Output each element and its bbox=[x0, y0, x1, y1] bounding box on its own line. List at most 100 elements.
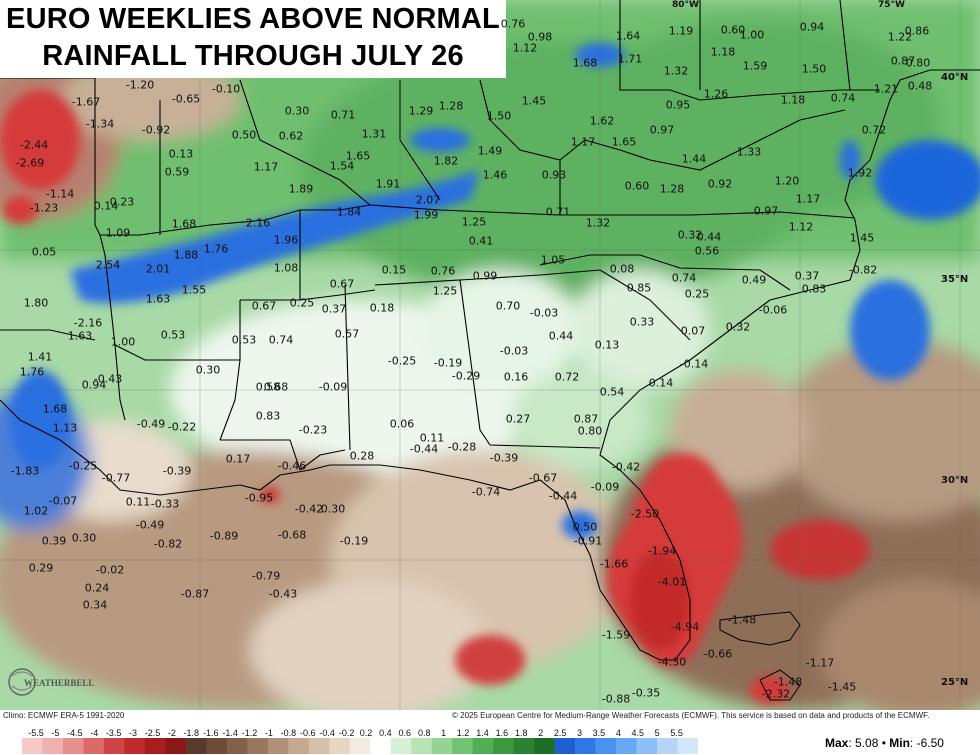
value-label: 0.06 bbox=[389, 417, 415, 431]
value-label: -0.65 bbox=[171, 92, 201, 106]
value-label: 0.14 bbox=[93, 199, 119, 213]
value-label: 0.87 bbox=[573, 412, 599, 426]
value-label: 0.87 bbox=[890, 54, 916, 68]
value-label: 0.83 bbox=[801, 282, 827, 296]
value-label: 1.91 bbox=[375, 177, 401, 191]
legend-swatch bbox=[616, 738, 637, 754]
legend-swatch bbox=[83, 738, 105, 754]
value-label: 1.92 bbox=[847, 166, 873, 180]
value-label: 1.41 bbox=[27, 350, 53, 364]
value-label: 0.30 bbox=[195, 363, 221, 377]
legend-swatch bbox=[390, 738, 412, 754]
legend-swatch bbox=[452, 738, 473, 754]
value-label: 0.50 bbox=[572, 520, 598, 534]
value-label: 1.17 bbox=[253, 160, 279, 174]
legend-tick-label: -1.8 bbox=[183, 728, 200, 738]
value-label: 1.32 bbox=[663, 64, 689, 78]
legend-swatch bbox=[22, 738, 43, 754]
value-label: 0.62 bbox=[278, 129, 304, 143]
value-label: -0.22 bbox=[167, 420, 197, 434]
legend-swatch bbox=[636, 738, 658, 754]
value-label: 1.84 bbox=[336, 205, 362, 219]
value-label: 1.76 bbox=[19, 365, 45, 379]
value-label: -0.82 bbox=[153, 537, 183, 551]
value-label: -0.09 bbox=[590, 480, 620, 494]
legend-swatch bbox=[226, 738, 248, 754]
legend-swatch bbox=[534, 738, 555, 754]
value-label: 0.11 bbox=[125, 495, 151, 509]
value-label: -0.92 bbox=[141, 123, 171, 137]
value-label: -0.49 bbox=[136, 417, 166, 431]
value-label: -0.19 bbox=[339, 534, 369, 548]
value-label: 0.83 bbox=[255, 409, 281, 423]
value-label: -1.45 bbox=[827, 680, 857, 694]
value-label: -0.28 bbox=[447, 440, 477, 454]
legend-swatch bbox=[267, 738, 289, 754]
legend-tick-label: 3 bbox=[577, 728, 583, 738]
value-label: 1.18 bbox=[780, 93, 806, 107]
value-label: 1.65 bbox=[611, 135, 637, 149]
value-label: -1.67 bbox=[71, 95, 101, 109]
legend-tick-label: 1.6 bbox=[495, 728, 509, 738]
value-label: 1.13 bbox=[52, 421, 78, 435]
stats-separator: • bbox=[878, 736, 890, 750]
value-label: 1.71 bbox=[617, 52, 643, 66]
value-label: 0.41 bbox=[468, 234, 494, 248]
value-label: 0.37 bbox=[794, 269, 820, 283]
legend-tick-label: -1 bbox=[264, 728, 273, 738]
value-label: -2.44 bbox=[19, 138, 49, 152]
max-label: Max bbox=[825, 736, 849, 750]
value-label: -1.59 bbox=[601, 628, 631, 642]
value-label: -0.35 bbox=[631, 686, 661, 700]
legend-swatch bbox=[288, 738, 310, 754]
value-label: 0.70 bbox=[495, 299, 521, 313]
lat-label-40: 40°N bbox=[941, 72, 969, 83]
value-label: 1.50 bbox=[486, 109, 512, 123]
title-box: EURO WEEKLIES ABOVE NORMAL RAINFALL THRO… bbox=[0, 0, 506, 78]
value-label: -2.16 bbox=[73, 316, 103, 330]
value-label: -1.34 bbox=[85, 117, 115, 131]
value-label: 0.30 bbox=[320, 502, 346, 516]
value-label: 0.34 bbox=[82, 598, 108, 612]
value-label: 1.31 bbox=[361, 127, 387, 141]
value-label: 1.68 bbox=[572, 56, 598, 70]
legend-tick-label: -4 bbox=[90, 728, 99, 738]
value-label: 2.01 bbox=[145, 262, 171, 276]
value-label: -0.39 bbox=[489, 451, 519, 465]
value-label: 1.19 bbox=[668, 24, 694, 38]
value-label: 1.54 bbox=[329, 159, 355, 173]
value-label: 0.27 bbox=[505, 412, 531, 426]
legend-tick-label: -5.5 bbox=[28, 728, 44, 738]
max-min-stats: Max: 5.08 • Min: -6.50 bbox=[825, 736, 944, 750]
value-label: 0.95 bbox=[665, 98, 691, 112]
value-label: -0.79 bbox=[251, 569, 281, 583]
value-label: 0.17 bbox=[225, 452, 251, 466]
value-label: 0.94 bbox=[799, 20, 825, 34]
value-label: 0.23 bbox=[109, 195, 135, 209]
value-label: -0.39 bbox=[162, 464, 192, 478]
value-label: 0.13 bbox=[168, 147, 194, 161]
title-line-2: RAINFALL THROUGH JULY 26 bbox=[42, 40, 464, 72]
min-value: : -6.50 bbox=[909, 736, 944, 750]
legend-swatch bbox=[247, 738, 269, 754]
legend-swatch bbox=[657, 738, 678, 754]
value-label: 1.63 bbox=[145, 292, 171, 306]
value-label: -0.23 bbox=[298, 423, 328, 437]
value-label: 0.44 bbox=[696, 230, 722, 244]
value-label: 1.62 bbox=[589, 114, 615, 128]
value-label: 0.74 bbox=[268, 333, 294, 347]
value-label: -0.07 bbox=[48, 494, 78, 508]
value-label: -2.32 bbox=[761, 687, 791, 701]
value-label: 0.72 bbox=[554, 370, 580, 384]
legend-tick-label: -1.6 bbox=[202, 728, 219, 738]
value-label: -1.20 bbox=[125, 78, 155, 92]
value-label: 0.32 bbox=[677, 228, 703, 242]
value-label: 0.29 bbox=[28, 561, 54, 575]
value-label: 1.50 bbox=[801, 62, 827, 76]
value-label: -0.67 bbox=[528, 471, 558, 485]
value-label: -0.95 bbox=[244, 491, 274, 505]
value-label: 0.94 bbox=[81, 378, 107, 392]
value-label: -0.66 bbox=[703, 647, 733, 661]
value-label: 0.05 bbox=[31, 245, 57, 259]
legend-swatch bbox=[431, 738, 453, 754]
